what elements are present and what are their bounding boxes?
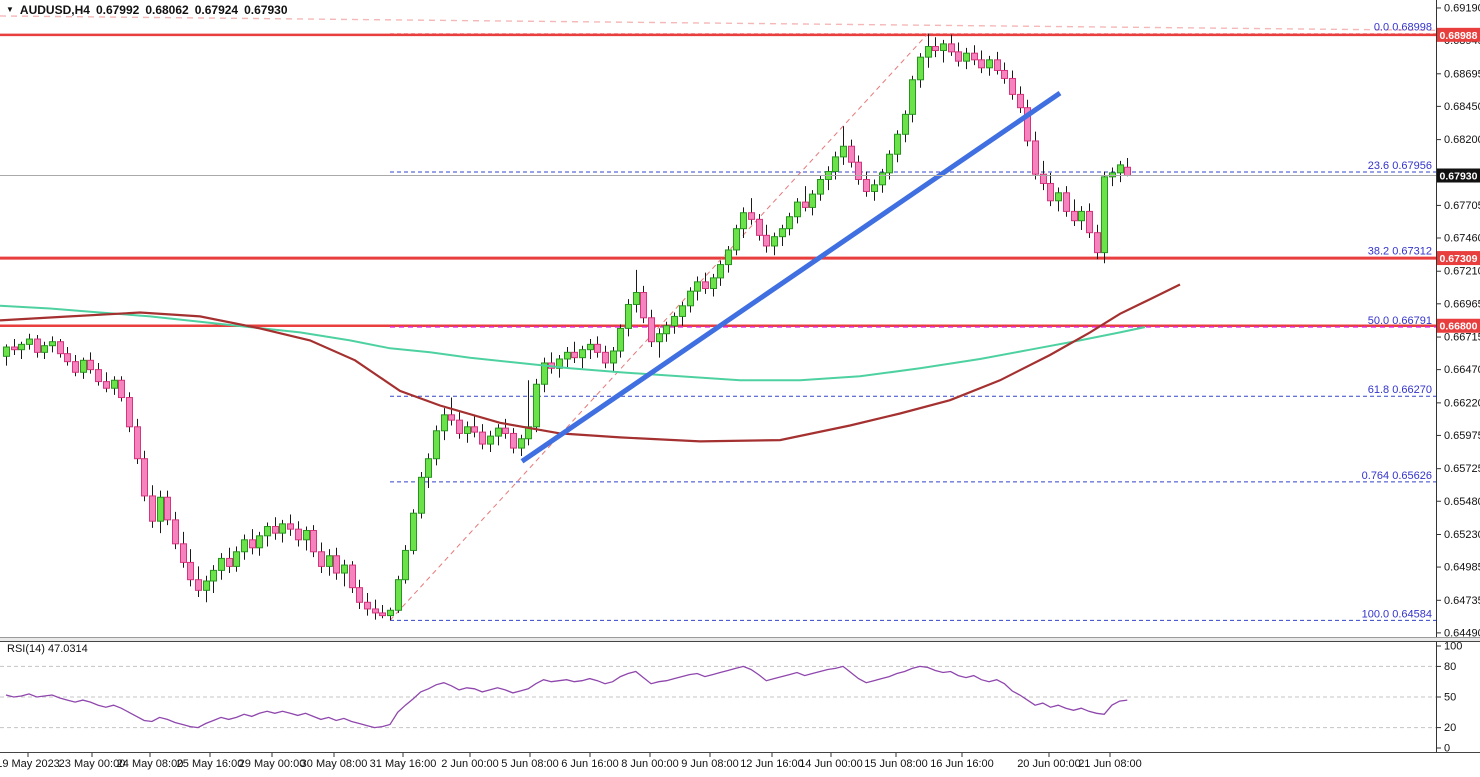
price-badge bbox=[1437, 168, 1480, 183]
fib-level-label: 61.8 0.66270 bbox=[1368, 384, 1432, 396]
time-tick-label: 31 May 16:00 bbox=[370, 758, 437, 770]
chart-header: ▼ AUDUSD,H4 0.67992 0.68062 0.67924 0.67… bbox=[6, 3, 288, 17]
time-tick-label: 6 Jun 16:00 bbox=[561, 758, 619, 770]
price-tick-label: 0.65975 bbox=[1444, 430, 1480, 442]
fib-labels: 0.0 0.68998 23.6 0.67956 38.2 0.67312 50.0 … bbox=[1362, 22, 1432, 621]
price-tick-label: 0.68200 bbox=[1444, 134, 1480, 146]
price-tick-label: 0.69190 bbox=[1444, 2, 1480, 14]
descending-dashed-line bbox=[0, 15, 1436, 32]
ma-teal-line bbox=[0, 304, 1146, 382]
time-tick-label: 8 Jun 00:00 bbox=[621, 758, 679, 770]
fib-level-label: 38.2 0.67312 bbox=[1368, 246, 1432, 258]
time-tick-label: 24 May 08:00 bbox=[117, 758, 184, 770]
rsi-tick-label: 0 bbox=[1444, 743, 1450, 755]
rsi-tick-label: 20 bbox=[1444, 722, 1456, 734]
time-tick-label: 9 Jun 08:00 bbox=[681, 758, 739, 770]
time-tick-label: 20 Jun 00:00 bbox=[1017, 758, 1081, 770]
time-tick-label: 30 May 08:00 bbox=[301, 758, 368, 770]
price-badge-label: 0.68988 bbox=[1440, 30, 1478, 42]
panel-divider bbox=[0, 637, 1480, 753]
ohlc-open-value: 0.67992 bbox=[95, 3, 140, 17]
symbol-period-label: AUDUSD,H4 bbox=[19, 3, 90, 17]
rsi-tick-label: 50 bbox=[1444, 692, 1456, 704]
time-tick-label: 23 May 00:00 bbox=[59, 758, 126, 770]
price-badge bbox=[1437, 318, 1480, 333]
rsi-line bbox=[5, 665, 1128, 729]
price-tick-label: 0.66470 bbox=[1444, 364, 1480, 376]
ohlc-high-value: 0.68062 bbox=[145, 3, 189, 17]
background-lines bbox=[0, 15, 1436, 621]
price-tick-label: 0.64735 bbox=[1444, 595, 1480, 607]
rsi-name: RSI(14) bbox=[7, 643, 45, 655]
price-badge bbox=[1437, 251, 1480, 266]
time-tick-label: 5 Jun 08:00 bbox=[501, 758, 559, 770]
time-tick-label: 21 Jun 08:00 bbox=[1078, 758, 1142, 770]
price-badge-label: 0.66800 bbox=[1440, 321, 1478, 333]
price-tick-label: 0.65480 bbox=[1444, 496, 1480, 508]
price-tick-label: 0.65725 bbox=[1444, 463, 1480, 475]
price-tick-label: 0.67705 bbox=[1444, 200, 1480, 212]
price-tick-label: 0.67210 bbox=[1444, 266, 1480, 278]
price-tick-label: 0.66965 bbox=[1444, 298, 1480, 310]
price-badge bbox=[1437, 27, 1480, 42]
candlestick-series bbox=[3, 33, 1131, 621]
price-tick-label: 0.64490 bbox=[1444, 627, 1480, 639]
ohlc-close-value: 0.67930 bbox=[244, 3, 288, 17]
rsi-tick-label: 80 bbox=[1444, 661, 1456, 673]
rsi-value: 47.0314 bbox=[47, 643, 88, 655]
time-tick-label: 12 Jun 16:00 bbox=[740, 758, 804, 770]
rsi-panel: 100 80 50 20 0 bbox=[0, 641, 1462, 755]
price-tick-label: 0.68450 bbox=[1444, 101, 1480, 113]
price-tick-label: 0.67460 bbox=[1444, 232, 1480, 244]
fib-level-label: 100.0 0.64584 bbox=[1362, 608, 1432, 620]
fib-level-label: 23.6 0.67956 bbox=[1368, 160, 1432, 172]
time-tick-label: 16 Jun 16:00 bbox=[930, 758, 994, 770]
trendline-blue bbox=[520, 91, 1062, 464]
fib-level-label: 50.0 0.66791 bbox=[1368, 315, 1432, 327]
ohlc-low-value: 0.67924 bbox=[194, 3, 239, 17]
rsi-indicator-label: RSI(14) 47.0314 bbox=[7, 643, 88, 655]
price-tick-label: 0.64985 bbox=[1444, 562, 1480, 574]
price-tick-label: 0.65230 bbox=[1444, 529, 1480, 541]
time-tick-label: 19 May 2023 bbox=[0, 758, 60, 770]
time-tick-label: 14 Jun 00:00 bbox=[799, 758, 863, 770]
fib-level-label: 0.764 0.65626 bbox=[1362, 470, 1432, 482]
price-tick-label: 0.66715 bbox=[1444, 332, 1480, 344]
time-tick-label: 25 May 16:00 bbox=[177, 758, 244, 770]
time-tick-label: 15 Jun 08:00 bbox=[864, 758, 928, 770]
rsi-tick-label: 100 bbox=[1444, 641, 1462, 653]
price-badge-label: 0.67930 bbox=[1440, 171, 1478, 183]
time-tick-label: 29 May 00:00 bbox=[239, 758, 306, 770]
fib-level-label: 0.0 0.68998 bbox=[1374, 22, 1432, 34]
time-tick-label: 2 Jun 00:00 bbox=[441, 758, 499, 770]
ma-maroon-line bbox=[0, 283, 1181, 443]
price-badge-label: 0.67309 bbox=[1440, 253, 1478, 265]
price-tick-label: 0.68695 bbox=[1444, 68, 1480, 80]
symbol-dropdown-icon[interactable]: ▼ bbox=[6, 5, 14, 14]
price-tick-label: 0.66220 bbox=[1444, 397, 1480, 409]
price-axis: 0.691900.689450.686950.684500.682000.677… bbox=[1436, 0, 1480, 752]
fib-diagonal-line bbox=[389, 33, 929, 621]
